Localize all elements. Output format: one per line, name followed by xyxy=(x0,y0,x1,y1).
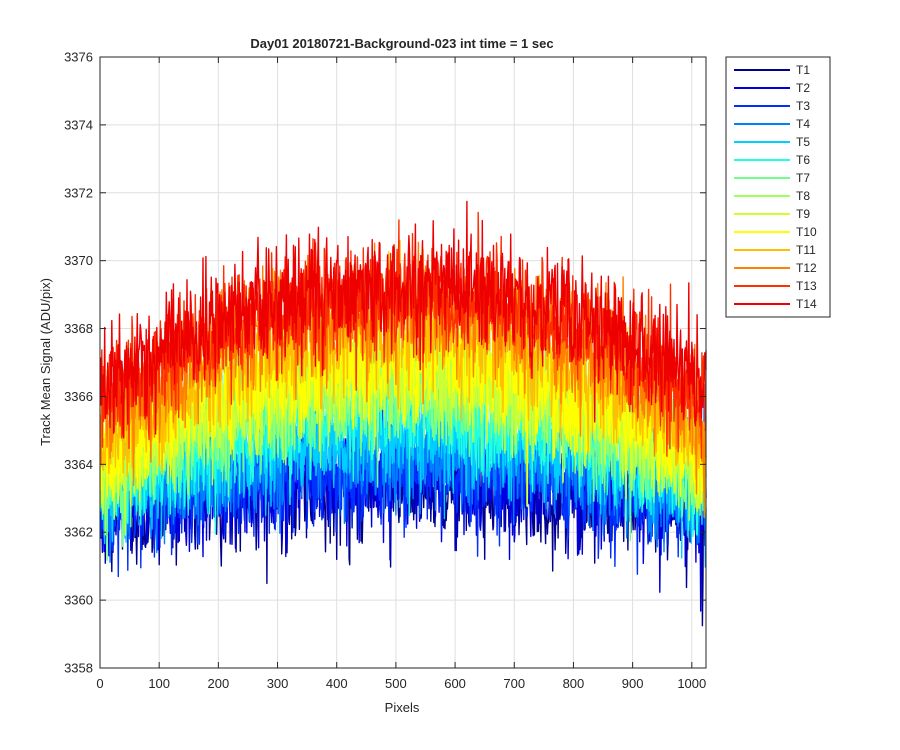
legend-label: T1 xyxy=(796,63,810,77)
y-tick-label: 3366 xyxy=(64,389,93,404)
legend-label: T4 xyxy=(796,117,810,131)
legend-label: T6 xyxy=(796,153,810,167)
x-tick-label: 0 xyxy=(96,676,103,691)
x-tick-label: 500 xyxy=(385,676,407,691)
legend-entry-t4: T4 xyxy=(734,117,810,131)
legend-entry-t3: T3 xyxy=(734,99,810,113)
x-tick-label: 300 xyxy=(267,676,289,691)
y-tick-label: 3362 xyxy=(64,525,93,540)
y-tick-label: 3376 xyxy=(64,50,93,65)
legend-label: T12 xyxy=(796,261,817,275)
legend-label: T11 xyxy=(796,243,816,257)
legend-label: T14 xyxy=(796,297,817,311)
axis-ticks: 0 100 200 300 400 500 600 700 800 900 1000 3358 3360… xyxy=(64,50,706,692)
legend-entry-t9: T9 xyxy=(734,207,810,221)
legend-label: T7 xyxy=(796,171,810,185)
x-tick-label: 1000 xyxy=(677,676,706,691)
x-tick-label: 600 xyxy=(444,676,466,691)
legend-entry-t8: T8 xyxy=(734,189,810,203)
legend-entry-t14: T14 xyxy=(734,297,817,311)
y-tick-label: 3372 xyxy=(64,185,93,200)
series-layer xyxy=(99,200,707,627)
legend-entry-t13: T13 xyxy=(734,279,817,293)
y-tick-label: 3374 xyxy=(64,117,93,132)
x-tick-label: 700 xyxy=(503,676,525,691)
legend: T1 T2 T3 T4 T5 T6 T7 T8 T9 T10 T11 T12 T13 T14 xyxy=(725,56,831,318)
legend-label: T5 xyxy=(796,135,810,149)
chart-title: Day01 20180721-Background-023 int time =… xyxy=(250,36,553,51)
series-line-t4 xyxy=(99,376,707,568)
legend-label: T2 xyxy=(796,81,810,95)
legend-entry-t10: T10 xyxy=(734,225,817,239)
y-tick-label: 3364 xyxy=(64,457,93,472)
x-tick-label: 800 xyxy=(563,676,585,691)
legend-label: T8 xyxy=(796,189,810,203)
legend-entry-t6: T6 xyxy=(734,153,810,167)
legend-entry-t1: T1 xyxy=(734,63,810,77)
y-axis-title: Track Mean Signal (ADU/pix) xyxy=(38,278,53,446)
legend-label: T13 xyxy=(796,279,817,293)
legend-entry-t5: T5 xyxy=(734,135,810,149)
y-tick-label: 3370 xyxy=(64,253,93,268)
series-line-t14 xyxy=(99,200,707,439)
legend-entry-t2: T2 xyxy=(734,81,810,95)
x-axis-title: Pixels xyxy=(385,700,420,715)
legend-label: T9 xyxy=(796,207,810,221)
legend-box xyxy=(725,56,831,318)
y-tick-label: 3360 xyxy=(64,593,93,608)
y-tick-label: 3358 xyxy=(64,661,93,676)
legend-label: T3 xyxy=(796,99,810,113)
legend-label: T10 xyxy=(796,225,817,239)
x-tick-label: 200 xyxy=(208,676,230,691)
legend-entry-t12: T12 xyxy=(734,261,817,275)
x-tick-label: 900 xyxy=(622,676,644,691)
legend-entry-t11: T11 xyxy=(734,243,816,257)
legend-entry-t7: T7 xyxy=(734,171,810,185)
x-tick-label: 100 xyxy=(148,676,170,691)
plot-frame xyxy=(99,56,707,669)
x-tick-label: 400 xyxy=(326,676,348,691)
y-tick-label: 3368 xyxy=(64,321,93,336)
